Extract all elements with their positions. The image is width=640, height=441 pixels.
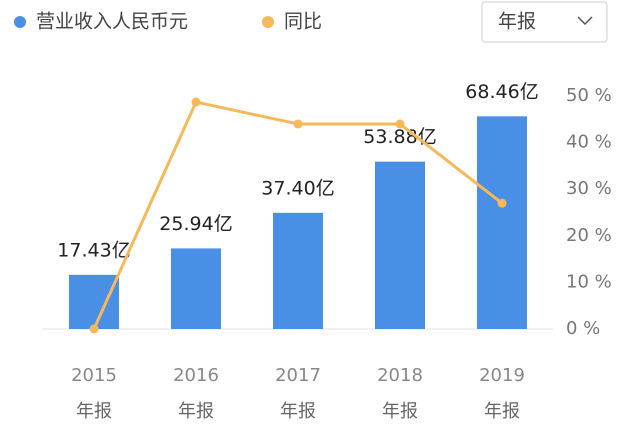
line-point [89,324,99,334]
value-label: 68.46亿 [465,81,538,103]
x-tick-label: 2016 [173,365,219,386]
legend-label: 同比 [284,11,322,33]
y2-tick-label: 40 % [566,132,612,153]
y2-tick-label: 30 % [566,178,612,199]
x-tick-label: 2018 [377,365,423,386]
x-tick-sublabel: 年报 [382,401,418,422]
x-tick-label: 2019 [479,365,525,386]
x-tick-sublabel: 年报 [280,401,316,422]
value-label: 37.40亿 [261,177,334,199]
bar [477,116,527,329]
legend-dot [262,16,274,28]
line-point [293,119,303,129]
x-tick-sublabel: 年报 [178,401,214,422]
x-tick-label: 2015 [71,365,117,386]
legend-label: 营业收入人民币元 [36,11,188,33]
value-label: 25.94亿 [159,213,232,235]
dropdown-box[interactable] [481,1,608,43]
y2-tick-label: 0 % [566,318,600,339]
bar [375,161,425,329]
dropdown-chevron[interactable] [577,16,593,26]
bar [273,212,323,329]
y2-tick-label: 20 % [566,225,612,246]
line-point [497,198,507,208]
bar [171,248,221,329]
x-tick-sublabel: 年报 [484,401,520,422]
x-tick-sublabel: 年报 [76,401,112,422]
y2-tick-label: 10 % [566,271,612,292]
legend-dot [14,16,26,28]
dropdown-label[interactable]: 年报 [498,11,536,33]
line-point [191,97,201,107]
value-label: 53.88亿 [363,126,436,148]
y2-tick-label: 50 % [566,85,612,106]
x-tick-label: 2017 [275,365,321,386]
bar [69,274,119,329]
value-label: 17.43亿 [57,239,130,261]
period-dropdown[interactable]: 年报 [481,1,608,43]
line-point [395,119,405,129]
